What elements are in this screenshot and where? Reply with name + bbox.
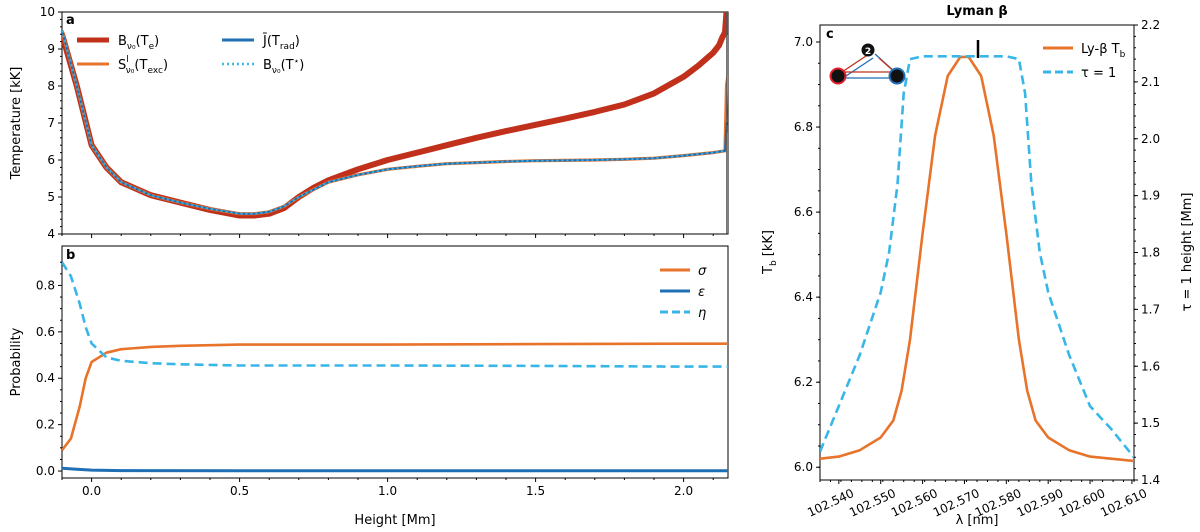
panel-c-frame [819, 24, 1135, 481]
panel-a-y-ticks: 4 5 6 7 8 9 10 [40, 5, 62, 241]
c-right-tick-label: 2.2 [1141, 18, 1160, 32]
b-ytick-label: 0.8 [36, 278, 55, 292]
panel-c-right-ticks: 1.4 1.5 1.6 1.7 1.8 1.9 2.0 2.1 2.2 [1134, 18, 1160, 487]
series-tau1-height [820, 54, 1134, 459]
c-right-tick-label: 1.7 [1141, 302, 1160, 316]
legend-eps: ε [698, 285, 705, 300]
b-ytick-label: 0.4 [36, 371, 55, 385]
b-xtick-label: 2.0 [674, 484, 693, 498]
series-sigma [62, 342, 728, 451]
panel-b-xlabel: Height [Mm] [354, 513, 435, 528]
a-ytick-label: 8 [47, 79, 55, 93]
level-2-node [861, 43, 875, 57]
b-ytick-label: 0.2 [36, 418, 55, 432]
level-1-node [829, 67, 847, 85]
series-eta [62, 261, 728, 368]
panel-b-legend: σ ε η [660, 264, 707, 321]
panel-a-legend: Bν₀(Te) Sl ν₀(Texc) J̄(Trad) Bν₀(T⋆) [77, 34, 304, 76]
panel-a-x-ticks [61, 234, 714, 238]
legend-b-star: Bν₀(T⋆) [263, 57, 304, 76]
b-ytick-label: 0.0 [36, 464, 55, 478]
a-ytick-label: 5 [47, 190, 55, 204]
legend-eta: η [698, 306, 706, 321]
a-ytick-label: 4 [47, 227, 55, 241]
panel-c-title: Lyman β [946, 4, 1007, 19]
legend-b-te: Bν₀(Te) [118, 34, 159, 52]
panel-a-ylabel: Temperature [kK] [9, 67, 24, 181]
c-xtick-label: 102.550 [847, 486, 898, 520]
b-xtick-label: 0.0 [82, 484, 101, 498]
panel-c-label: c [826, 27, 834, 42]
a-ytick-label: 9 [47, 42, 55, 56]
b-xtick-label: 1.0 [378, 484, 397, 498]
panel-c-left-ticks: 6.0 6.2 6.4 6.6 6.8 7.0 [794, 35, 820, 474]
panel-b-series [62, 261, 728, 473]
panel-b-y-ticks: 0.0 0.2 0.4 0.6 0.8 [36, 261, 62, 478]
series-b-te [62, 12, 728, 219]
c-left-tick-label: 6.6 [794, 205, 813, 219]
a-ytick-label: 10 [40, 5, 55, 19]
b-ytick-label: 0.6 [36, 325, 55, 339]
legend-s-exc: Sl ν₀(Texc) [118, 55, 168, 76]
c-xtick-label: 102.600 [1056, 486, 1107, 520]
panel-a-label: a [66, 13, 75, 28]
c-right-tick-label: 1.6 [1141, 359, 1160, 373]
b-xtick-label: 0.5 [230, 484, 249, 498]
legend-sigma: σ [698, 264, 707, 279]
c-left-tick-label: 6.4 [794, 290, 813, 304]
level-2-label: 2 [865, 47, 871, 57]
c-xtick-label: 102.560 [889, 486, 940, 520]
panel-b-ylabel: Probability [9, 327, 24, 396]
panel-a: 4 5 6 7 8 9 10 a Temperature [kK] Bν₀(Te) Sl ν₀… [9, 5, 729, 241]
diagram-arrow-up-2 [842, 57, 874, 79]
c-xtick-label: 102.590 [1015, 486, 1066, 520]
series-s-exc [62, 30, 728, 216]
panel-a-series [62, 12, 728, 234]
c-xtick-label: 102.540 [805, 486, 856, 520]
series-ly-beta-tb [820, 55, 1134, 463]
legend-tb: Ly-β Tb [1081, 42, 1126, 60]
c-right-tick-label: 1.4 [1141, 473, 1160, 487]
panel-b-frame [61, 245, 729, 479]
c-left-tick-label: 7.0 [794, 35, 813, 49]
transition-diagram: 2 [829, 43, 906, 85]
panel-c-series [820, 54, 1134, 463]
c-right-tick-label: 1.5 [1141, 416, 1160, 430]
series-b-star [62, 30, 726, 215]
c-left-tick-label: 6.0 [794, 460, 813, 474]
c-left-tick-label: 6.8 [794, 120, 813, 134]
panel-b-label: b [66, 248, 75, 263]
panel-c-xlabel: λ [nm] [956, 513, 999, 528]
c-right-tick-label: 1.9 [1141, 189, 1160, 203]
panel-c-legend: Ly-β Tb τ = 1 [1043, 42, 1126, 81]
panel-c: 6.0 6.2 6.4 6.6 6.8 7.0 1.4 1.5 1.6 1.7 1.8 1.9 2.0… [761, 4, 1195, 528]
series-eps [62, 466, 728, 473]
legend-tau: τ = 1 [1081, 66, 1116, 81]
panel-b: 0.0 0.2 0.4 0.6 0.8 0.0 0.5 1.0 1.5 2.0 b Probab… [9, 245, 729, 528]
b-xtick-label: 1.5 [526, 484, 545, 498]
panel-c-ylabel-left: Tb [kK] [761, 230, 779, 275]
a-ytick-label: 6 [47, 153, 55, 167]
c-left-tick-label: 6.2 [794, 375, 813, 389]
panel-c-ylabel-right: τ = 1 height [Mm] [1180, 193, 1195, 312]
c-right-tick-label: 2.1 [1141, 75, 1160, 89]
c-xtick-label: 102.610 [1098, 486, 1149, 520]
panel-b-x-ticks: 0.0 0.5 1.0 1.5 2.0 [61, 478, 714, 498]
level-continuum-node [888, 67, 906, 85]
legend-j-rad: J̄(Trad) [262, 34, 300, 52]
c-right-tick-label: 2.0 [1141, 132, 1160, 146]
a-ytick-label: 7 [47, 116, 55, 130]
series-j-rad [62, 30, 728, 215]
c-right-tick-label: 1.8 [1141, 246, 1160, 260]
